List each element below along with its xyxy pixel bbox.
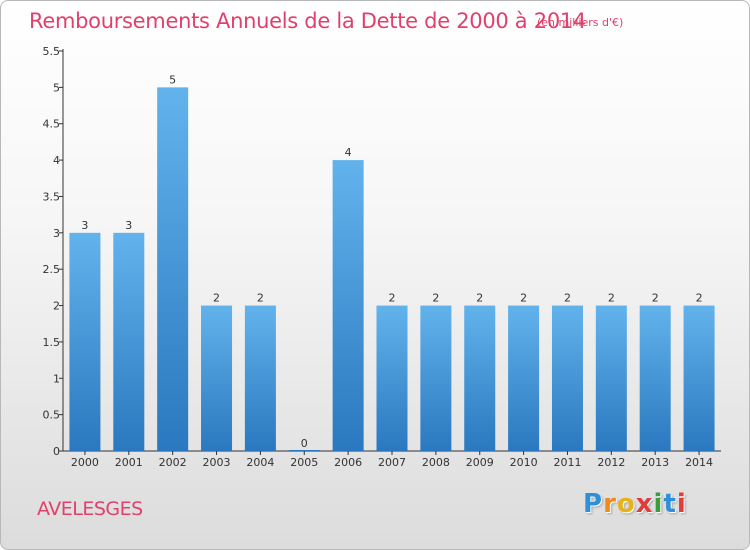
- bar-2009: [464, 305, 496, 451]
- bar-2005: [288, 450, 320, 451]
- bar-2013: [639, 305, 671, 451]
- x-tick-label-2007: 2007: [378, 456, 406, 469]
- data-label-2004: 2: [257, 292, 264, 305]
- y-tick-label: 0.5: [43, 409, 61, 422]
- y-tick-label: 5.5: [43, 45, 61, 58]
- bar-2001: [113, 232, 145, 451]
- proxiti-logo: Proxiti: [583, 489, 687, 519]
- bar-2012: [595, 305, 627, 451]
- data-label-2014: 2: [696, 292, 703, 305]
- x-tick-label-2002: 2002: [159, 456, 187, 469]
- x-tick-label-2011: 2011: [553, 456, 581, 469]
- bar-2002: [157, 87, 189, 451]
- x-tick-label-2003: 2003: [203, 456, 231, 469]
- data-label-2007: 2: [389, 292, 396, 305]
- logo-letter: o: [616, 489, 636, 519]
- logo-letter: i: [653, 489, 664, 519]
- bar-2011: [551, 305, 583, 451]
- bar-2004: [244, 305, 276, 451]
- bar-2003: [201, 305, 233, 451]
- bar-2008: [420, 305, 452, 451]
- bar-2006: [332, 160, 364, 451]
- x-tick-label-2012: 2012: [597, 456, 625, 469]
- logo-letter: x: [635, 489, 654, 519]
- bar-2007: [376, 305, 408, 451]
- logo-letter: P: [583, 489, 604, 519]
- data-label-2013: 2: [652, 292, 659, 305]
- data-label-2006: 4: [345, 146, 352, 159]
- x-tick-label-2006: 2006: [334, 456, 362, 469]
- logo-letter: r: [603, 489, 617, 519]
- x-tick-label-2000: 2000: [71, 456, 99, 469]
- data-label-2008: 2: [432, 292, 439, 305]
- data-label-2003: 2: [213, 292, 220, 305]
- data-label-2002: 5: [169, 73, 176, 86]
- y-tick-label: 2: [53, 300, 60, 313]
- unit-label: (en milliers d'€): [537, 16, 624, 29]
- x-tick-label-2009: 2009: [466, 456, 494, 469]
- logo-letter: i: [676, 489, 687, 519]
- data-label-2011: 2: [564, 292, 571, 305]
- x-tick-label-2013: 2013: [641, 456, 669, 469]
- x-tick-label-2010: 2010: [510, 456, 538, 469]
- logo-letter: t: [663, 489, 677, 519]
- data-labels: 3 3 5 2 2 0 4 2 2 2 2 2 2 2 2: [81, 73, 702, 450]
- x-tick-label-2014: 2014: [685, 456, 713, 469]
- data-label-2005: 0: [301, 437, 308, 450]
- y-tick-label: 1: [53, 372, 60, 385]
- bar-2014: [683, 305, 715, 451]
- bars: [69, 87, 715, 451]
- y-tick-label: 1.5: [43, 336, 61, 349]
- data-label-2000: 3: [81, 219, 88, 232]
- x-tick-label-2004: 2004: [246, 456, 274, 469]
- y-tick-label: 4.5: [43, 118, 61, 131]
- y-tick-label: 0: [53, 445, 60, 458]
- x-tick-label-2008: 2008: [422, 456, 450, 469]
- y-tick-label: 2.5: [43, 263, 61, 276]
- x-tick-label-2001: 2001: [115, 456, 143, 469]
- data-label-2009: 2: [476, 292, 483, 305]
- bar-2010: [508, 305, 540, 451]
- chart-title: Remboursements Annuels de la Dette de 20…: [29, 9, 586, 33]
- y-tick-label: 3.5: [43, 190, 61, 203]
- y-tick-label: 3: [53, 227, 60, 240]
- y-tick-label: 5: [53, 81, 60, 94]
- data-label-2001: 3: [125, 219, 132, 232]
- data-label-2012: 2: [608, 292, 615, 305]
- x-tick-label-2005: 2005: [290, 456, 318, 469]
- data-label-2010: 2: [520, 292, 527, 305]
- bar-2000: [69, 232, 101, 451]
- town-name: AVELESGES: [37, 498, 143, 520]
- y-tick-label: 4: [53, 154, 60, 167]
- axes: 0 0.5 1 1.5 2 2.5 3 3.5 4 4.5 5 5.5 2000 2001 2002 2003…: [43, 45, 721, 469]
